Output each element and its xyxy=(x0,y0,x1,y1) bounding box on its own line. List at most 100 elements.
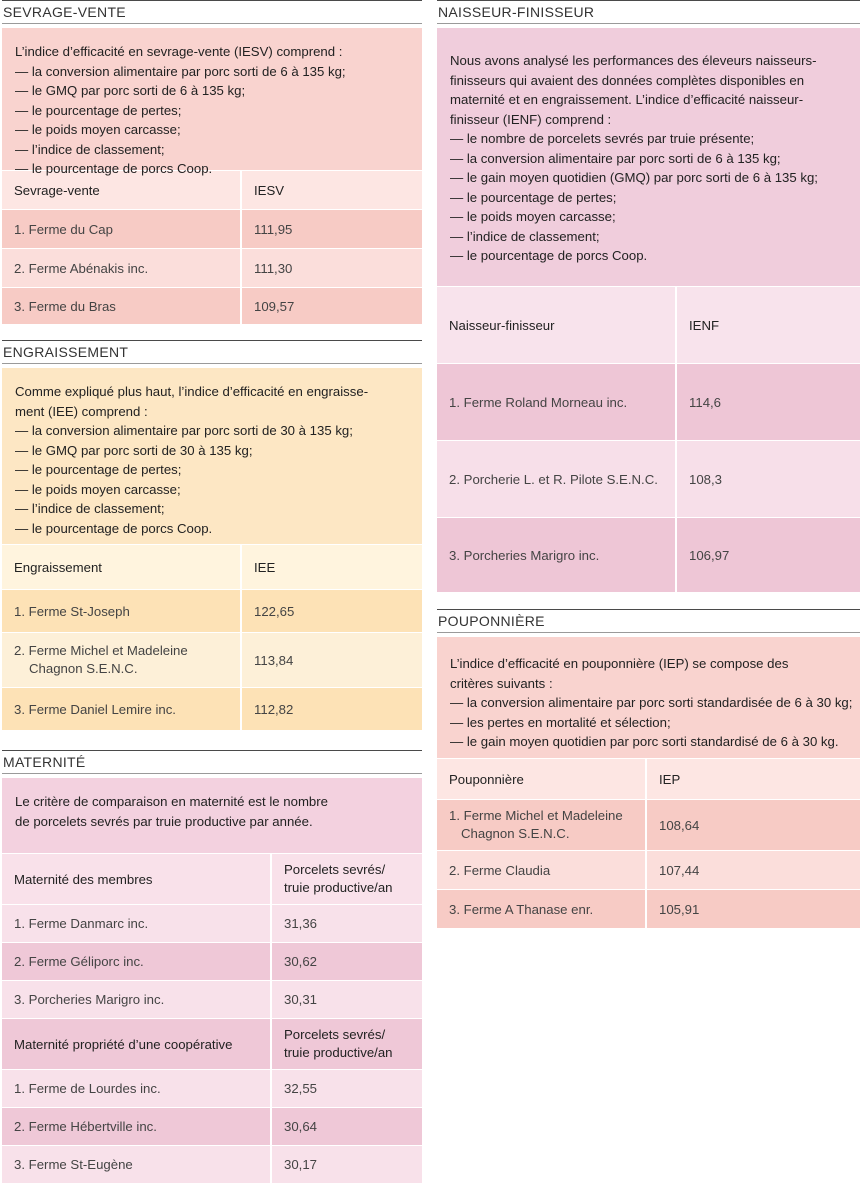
index-value: 105,91 xyxy=(659,901,700,917)
index-value: 111,95 xyxy=(254,221,293,237)
intro-line: L’indice d’efficacité en sevrage-vente (… xyxy=(15,44,343,59)
intro-line: Le critère de comparaison en maternité e… xyxy=(15,794,328,809)
right-column: NAISSEUR-FINISSEUR Nous avons analysé le… xyxy=(437,0,860,928)
intro-line: Comme expliqué plus haut, l’indice d’eff… xyxy=(15,384,369,399)
farm-name: 3. Ferme du Bras xyxy=(2,288,242,324)
table-row: 1. Ferme de Lourdes inc. 32,55 xyxy=(2,1069,422,1107)
farm-name: 1. Ferme Michel et Madeleine Chagnon S.E… xyxy=(437,800,647,850)
intro-line: — l’indice de classement; xyxy=(450,228,600,244)
intro-line: L’indice d’efficacité en pouponnière (IE… xyxy=(450,656,789,671)
intro-line: — le GMQ par porc sorti de 6 à 135 kg; xyxy=(15,83,246,98)
table-row: 3. Ferme Daniel Lemire inc. 112,82 xyxy=(2,687,422,730)
section-pouponniere: POUPONNIÈRE L’indice d’efficacité en pou… xyxy=(437,609,860,928)
intro-line: finisseurs qui avaient des données compl… xyxy=(450,72,805,88)
intro-line: — le gain moyen quotidien (GMQ) par porc… xyxy=(450,170,818,185)
intro-line: — le pourcentage de pertes; xyxy=(15,462,182,477)
section-intro: Nous avons analysé les performances des … xyxy=(437,28,860,286)
farm-name: 2. Ferme Claudia xyxy=(437,851,647,889)
column-header-line: truie productive/an xyxy=(284,880,393,895)
section-maternite: MATERNITÉ Le critère de comparaison en m… xyxy=(2,750,422,1183)
column-header-line: Porcelets sevrés/ xyxy=(284,862,386,877)
intro-line: — le pourcentage de pertes; xyxy=(15,102,182,118)
intro-line: — le poids moyen carcasse; xyxy=(15,122,181,137)
index-value: 107,44 xyxy=(659,862,700,878)
intro-line: — la conversion alimentaire par porc sor… xyxy=(450,695,853,710)
section-title: SEVRAGE-VENTE xyxy=(2,0,422,24)
index-value: 109,57 xyxy=(254,298,295,314)
index-value: 112,82 xyxy=(254,701,294,717)
column-header: Maternité des membres xyxy=(2,854,272,904)
intro-line: maternité et en engraissement. L’indice … xyxy=(450,92,804,107)
table-header-row: Maternité des membres Porcelets sevrés/ … xyxy=(2,853,422,904)
column-header: Porcelets sevrés/ truie productive/an xyxy=(272,1019,393,1069)
intro-line: — l’indice de classement; xyxy=(15,501,165,516)
section-intro: Le critère de comparaison en maternité e… xyxy=(2,778,422,853)
farm-name-line: Chagnon S.E.N.C. xyxy=(29,661,138,676)
index-value: 106,97 xyxy=(689,547,730,563)
index-value: 31,36 xyxy=(284,916,318,931)
table-header-row: Maternité propriété d’une coopérative Po… xyxy=(2,1018,422,1069)
intro-line: ment (IEE) comprend : xyxy=(15,403,148,419)
section-engraissement: ENGRAISSEMENT Comme expliqué plus haut, … xyxy=(2,340,422,730)
table-header-row: Pouponnière IEP xyxy=(437,758,860,799)
intro-line: finisseur (IENF) comprend : xyxy=(450,111,612,127)
index-value: 111,30 xyxy=(254,260,293,276)
farm-name: 1. Ferme St-Joseph xyxy=(2,590,242,632)
farm-name-line: 1. Ferme Michel et Madeleine xyxy=(449,808,623,823)
index-value: 32,55 xyxy=(284,1081,318,1096)
farm-name-line: Chagnon S.E.N.C. xyxy=(461,826,570,841)
column-header-line: Porcelets sevrés/ xyxy=(284,1027,386,1042)
column-header: Porcelets sevrés/ truie productive/an xyxy=(272,854,393,904)
intro-line: — la conversion alimentaire par porc sor… xyxy=(450,150,781,166)
farm-name: 3. Porcheries Marigro inc. xyxy=(2,981,272,1018)
intro-line: — le poids moyen carcasse; xyxy=(15,481,181,497)
intro-line: — le pourcentage de porcs Coop. xyxy=(15,520,213,536)
section-intro: L’indice d’efficacité en pouponnière (IE… xyxy=(437,637,860,758)
farm-name: 1. Ferme Danmarc inc. xyxy=(2,905,272,942)
table-row: 1. Ferme Michel et Madeleine Chagnon S.E… xyxy=(437,799,860,850)
table-row: 2. Ferme Hébertville inc. 30,64 xyxy=(2,1107,422,1145)
farm-name: 2. Ferme Michel et Madeleine Chagnon S.E… xyxy=(2,633,242,687)
table-row: 3. Porcheries Marigro inc. 30,31 xyxy=(2,980,422,1018)
table-row: 1. Ferme du Cap 111,95 xyxy=(2,209,422,248)
table-row: 2. Ferme Michel et Madeleine Chagnon S.E… xyxy=(2,632,422,687)
table-row: 2. Ferme Abénakis inc. 111,30 xyxy=(2,248,422,287)
table-row: 3. Ferme St-Eugène 30,17 xyxy=(2,1145,422,1183)
section-title: MATERNITÉ xyxy=(2,750,422,774)
table-row: 3. Ferme A Thanase enr. 105,91 xyxy=(437,889,860,928)
column-header: Maternité propriété d’une coopérative xyxy=(2,1019,272,1069)
intro-line: — la conversion alimentaire par porc sor… xyxy=(15,63,346,79)
farm-name: 2. Ferme Abénakis inc. xyxy=(2,249,242,287)
table-header-row: Engraissement IEE xyxy=(2,544,422,589)
index-value: 30,62 xyxy=(284,954,318,969)
table-row: 3. Ferme du Bras 109,57 xyxy=(2,287,422,324)
intro-line: — le pourcentage de pertes; xyxy=(450,189,617,205)
farm-name: 2. Porcherie L. et R. Pilote S.E.N.C. xyxy=(437,441,677,517)
index-value: 30,64 xyxy=(284,1119,318,1134)
farm-name: 1. Ferme Roland Morneau inc. xyxy=(437,364,677,440)
farm-name: 3. Ferme St-Eugène xyxy=(2,1146,272,1183)
intro-line: Nous avons analysé les performances des … xyxy=(450,53,817,68)
section-intro: L’indice d’efficacité en sevrage-vente (… xyxy=(2,28,422,176)
left-column: SEVRAGE-VENTE L’indice d’efficacité en s… xyxy=(2,0,422,1183)
section-title: ENGRAISSEMENT xyxy=(2,340,422,364)
index-value: 122,65 xyxy=(254,603,295,619)
index-value: 108,3 xyxy=(689,471,723,487)
farm-name: 3. Ferme Daniel Lemire inc. xyxy=(2,688,242,730)
farm-name: 2. Ferme Géliporc inc. xyxy=(2,943,272,980)
section-intro: Comme expliqué plus haut, l’indice d’eff… xyxy=(2,368,422,544)
column-header: IEE xyxy=(254,559,276,575)
section-naisseur-finisseur: NAISSEUR-FINISSEUR Nous avons analysé le… xyxy=(437,0,860,592)
column-header: IESV xyxy=(254,182,285,198)
intro-line: — le pourcentage de porcs Coop. xyxy=(450,248,648,263)
index-value: 30,31 xyxy=(284,992,318,1007)
column-header: Pouponnière xyxy=(437,759,647,799)
farm-name: 1. Ferme du Cap xyxy=(2,210,242,248)
index-value: 114,6 xyxy=(689,394,722,410)
table-row: 2. Porcherie L. et R. Pilote S.E.N.C. 10… xyxy=(437,440,860,517)
section-sevrage-vente: SEVRAGE-VENTE L’indice d’efficacité en s… xyxy=(2,0,422,324)
intro-line: — le gain moyen quotidien par porc sorti… xyxy=(450,734,839,749)
table-row: 3. Porcheries Marigro inc. 106,97 xyxy=(437,517,860,592)
farm-name: 3. Ferme A Thanase enr. xyxy=(437,890,647,928)
intro-line: — l’indice de classement; xyxy=(15,141,165,157)
